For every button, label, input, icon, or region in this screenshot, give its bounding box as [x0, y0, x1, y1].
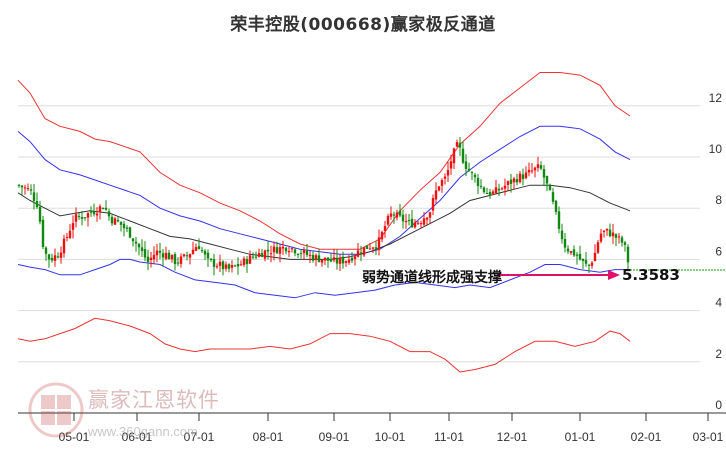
x-tick-label: 12-01 — [497, 430, 528, 444]
x-tick-label: 03-01 — [693, 430, 724, 444]
x-tick-label: 11-01 — [434, 430, 464, 444]
outer-lower-line — [17, 317, 631, 373]
mid-line — [17, 184, 631, 260]
x-tick-label: 06-01 — [122, 430, 153, 444]
y-tick-label: 8 — [715, 193, 722, 207]
x-tick-label: 08-01 — [253, 430, 284, 444]
x-tick-label: 09-01 — [319, 430, 350, 444]
x-tick-label: 10-01 — [375, 430, 406, 444]
arrow-right-icon — [608, 270, 620, 280]
x-tick-label: 05-01 — [59, 430, 90, 444]
chart-title: 荣丰控股(000668)赢家极反通道 — [230, 15, 496, 35]
y-tick-label: 4 — [715, 296, 722, 310]
support-annotation: 弱势通道线形成强支撑 — [362, 270, 502, 286]
y-tick-label: 6 — [715, 244, 722, 258]
candlesticks — [17, 136, 630, 276]
outer-upper-line — [17, 72, 631, 250]
watermark-text: 赢家江恩软件 — [88, 388, 220, 412]
x-tick-label: 01-01 — [565, 430, 596, 444]
x-tick-label: 02-01 — [631, 430, 662, 444]
y-tick-label: 10 — [709, 142, 723, 156]
y-tick-label: 12 — [709, 91, 723, 105]
last-value-label: 5.3583 — [622, 266, 680, 284]
inner-upper-line — [17, 125, 631, 255]
x-tick-label: 07-01 — [184, 430, 215, 444]
y-tick-label: 2 — [715, 347, 722, 361]
inner-lower-line — [17, 258, 630, 299]
watermark-url: www.360gann.com — [88, 424, 198, 439]
y-tick-label: 0 — [715, 398, 722, 412]
